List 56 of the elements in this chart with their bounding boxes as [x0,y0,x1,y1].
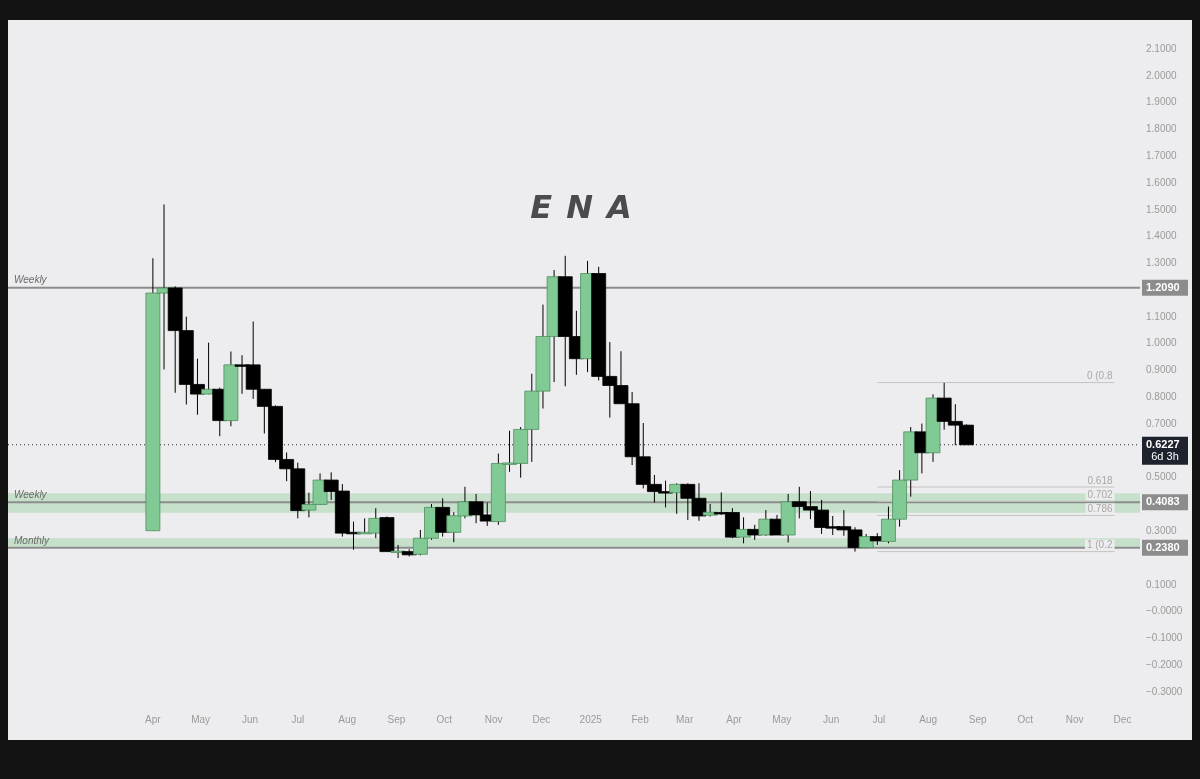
series-label: 0.786 [1087,503,1113,515]
x-tick-label: Dec [532,713,551,725]
y-tick-label: 0.2380 [1146,540,1180,553]
series-label: 0.618 [1087,474,1113,486]
y-tick-label: 0.4083 [1146,495,1180,508]
y-tick-label: 1.0000 [1146,337,1178,349]
x-tick-label: Aug [338,713,357,725]
series-label: 1 (0.2 [1086,539,1113,551]
y-tick-label: 0.6227 [1146,437,1180,450]
y-tick-label: 1.6000 [1146,176,1178,188]
x-tick-label: Aug [919,713,938,725]
x-tick-label: May [191,713,211,725]
y-tick-label: 1.8000 [1146,123,1178,135]
y-tick-label: 1.4000 [1146,230,1178,242]
x-tick-label: Jun [823,713,840,725]
y-tick-label: 0.8000 [1146,391,1178,403]
series-label: 0 (0.8 [1086,370,1113,382]
ref-line-label: Monthly [14,534,51,546]
y-tick-label: 1.9000 [1146,96,1178,108]
y-tick-label: 0.1000 [1146,578,1178,590]
ref-line-label: Weekly [14,489,48,501]
x-tick-label: Nov [1065,713,1084,725]
x-tick-label: May [772,713,792,725]
x-tick-label: Jul [291,713,305,725]
y-tick-label: 1.5000 [1146,203,1178,215]
x-tick-label: Feb [631,713,650,725]
x-tick-label: Jul [872,713,886,725]
y-tick-label: 0.7000 [1146,417,1178,429]
x-tick-label: Apr [145,713,162,725]
x-tick-label: Nov [484,713,503,725]
x-tick-label: Oct [436,713,453,725]
y-tick-label: −0.2000 [1146,658,1183,670]
x-tick-label: 2025 [579,713,603,725]
x-tick-label: Apr [726,713,743,725]
text: ENA [529,188,647,226]
ref-line-label: 6d 3h [1151,449,1179,462]
y-tick-label: 2.1000 [1146,42,1178,54]
x-tick-label: Oct [1017,713,1034,725]
y-tick-label: 1.7000 [1146,149,1178,161]
y-tick-label: 0.9000 [1146,364,1178,376]
y-tick-label: −0.0000 [1146,605,1183,617]
ref-line-label: Weekly [14,274,48,286]
y-tick-label: 1.3000 [1146,257,1178,269]
y-tick-label: 1.1000 [1146,310,1178,322]
series-label: 0.702 [1087,488,1113,500]
y-tick-label: −0.3000 [1146,685,1183,697]
y-tick-label: 2.0000 [1146,69,1178,81]
y-tick-label: 0.3000 [1146,525,1178,536]
x-tick-label: Jun [241,713,259,725]
y-tick-label: 1.2090 [1146,280,1180,293]
y-tick-label: 0.5000 [1146,471,1178,483]
x-tick-label: Dec [1113,713,1132,725]
x-tick-label: Sep [968,713,987,725]
y-tick-label: −0.1000 [1146,632,1183,644]
x-tick-label: Mar [676,713,694,725]
x-tick-label: Sep [387,713,406,725]
